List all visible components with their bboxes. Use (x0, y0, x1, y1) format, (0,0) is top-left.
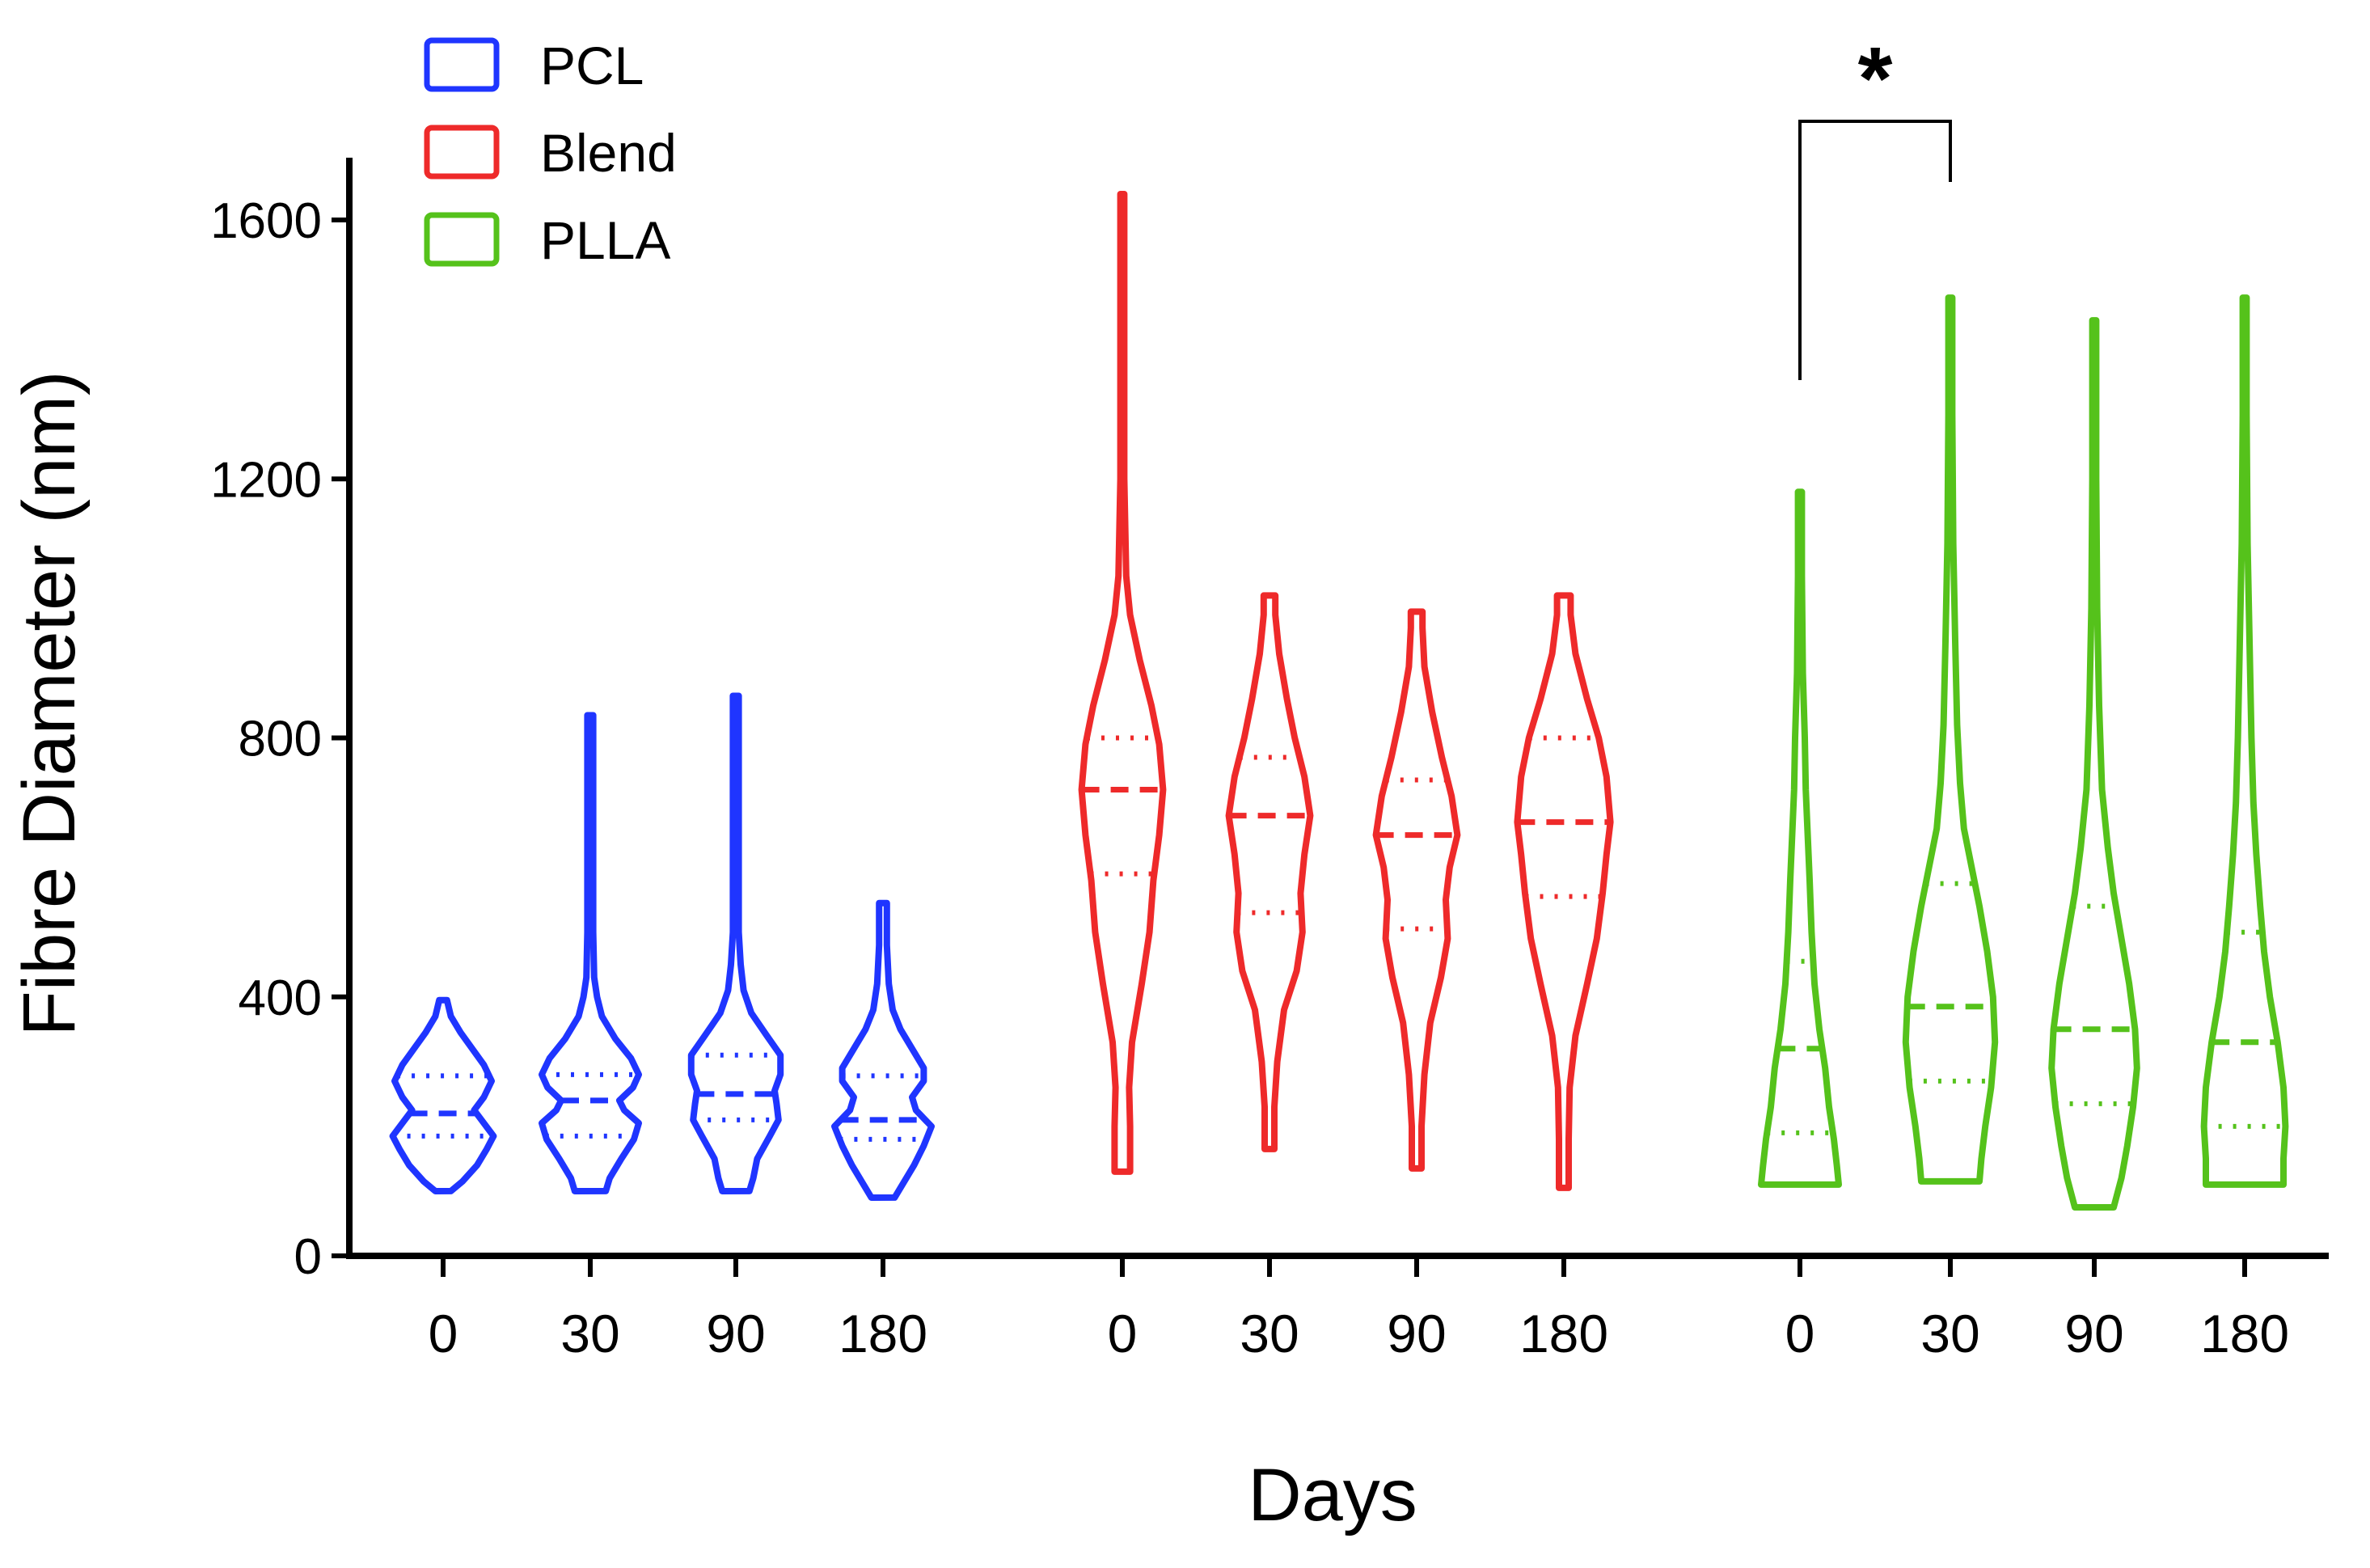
violin-plla-day-0 (1758, 488, 1842, 1188)
significance-asterisk: * (1858, 29, 1893, 129)
y-axis: 0 400 800 1200 1600 (210, 158, 353, 1285)
x-tick-label-plla-30: 30 (1920, 1304, 1979, 1363)
violins (389, 191, 2289, 1211)
violin-pcl-day-0 (389, 996, 497, 1194)
x-tick-label-plla-0: 0 (1785, 1304, 1815, 1363)
violin-blend-day-30 (1225, 592, 1314, 1152)
violin-pcl-day-180 (831, 899, 935, 1201)
x-tick-label-pcl-0: 0 (429, 1304, 458, 1363)
y-tick-label: 1600 (210, 193, 322, 249)
x-tick-label-pcl-30: 30 (560, 1304, 619, 1363)
y-tick-label: 800 (239, 712, 322, 767)
x-tick-label-blend-90: 90 (1387, 1304, 1446, 1363)
legend-label-plla: PLLA (540, 210, 670, 270)
y-tick-label: 1200 (210, 452, 322, 508)
x-axis-title: Days (1248, 1454, 1417, 1536)
violin-pcl-day-90 (687, 692, 784, 1194)
y-tick-label: 0 (294, 1229, 322, 1285)
x-tick-label-blend-0: 0 (1108, 1304, 1138, 1363)
legend: PCL Blend PLLA (424, 36, 677, 270)
legend-swatch-plla (424, 212, 500, 267)
x-tick-label-plla-180: 180 (2200, 1304, 2289, 1363)
y-tick-label: 400 (239, 970, 322, 1026)
violin-blend-day-90 (1372, 608, 1461, 1172)
violin-blend-day-180 (1514, 592, 1614, 1191)
x-axis: 0 30 90 180 0 30 90 180 0 30 90 180 (346, 1253, 2329, 1363)
violin-plla-day-180 (2200, 294, 2289, 1188)
x-tick-label-pcl-90: 90 (706, 1304, 765, 1363)
significance-bracket (1798, 120, 1952, 380)
violin-pcl-day-30 (539, 712, 642, 1194)
violin-plla-day-90 (2048, 317, 2140, 1211)
x-tick-label-blend-30: 30 (1240, 1304, 1299, 1363)
violin-blend-day-0 (1078, 191, 1167, 1175)
legend-swatch-pcl (424, 37, 500, 92)
x-tick-label-blend-180: 180 (1519, 1304, 1608, 1363)
legend-label-blend: Blend (540, 123, 677, 183)
x-tick-label-plla-90: 90 (2064, 1304, 2123, 1363)
legend-label-pcl: PCL (540, 36, 644, 95)
y-axis-title: Fibre Diameter (nm) (8, 370, 91, 1036)
x-tick-label-pcl-180: 180 (839, 1304, 927, 1363)
legend-swatch-blend (424, 125, 500, 180)
violin-plla-day-30 (1902, 294, 1999, 1185)
annotations: * (1798, 29, 1952, 380)
